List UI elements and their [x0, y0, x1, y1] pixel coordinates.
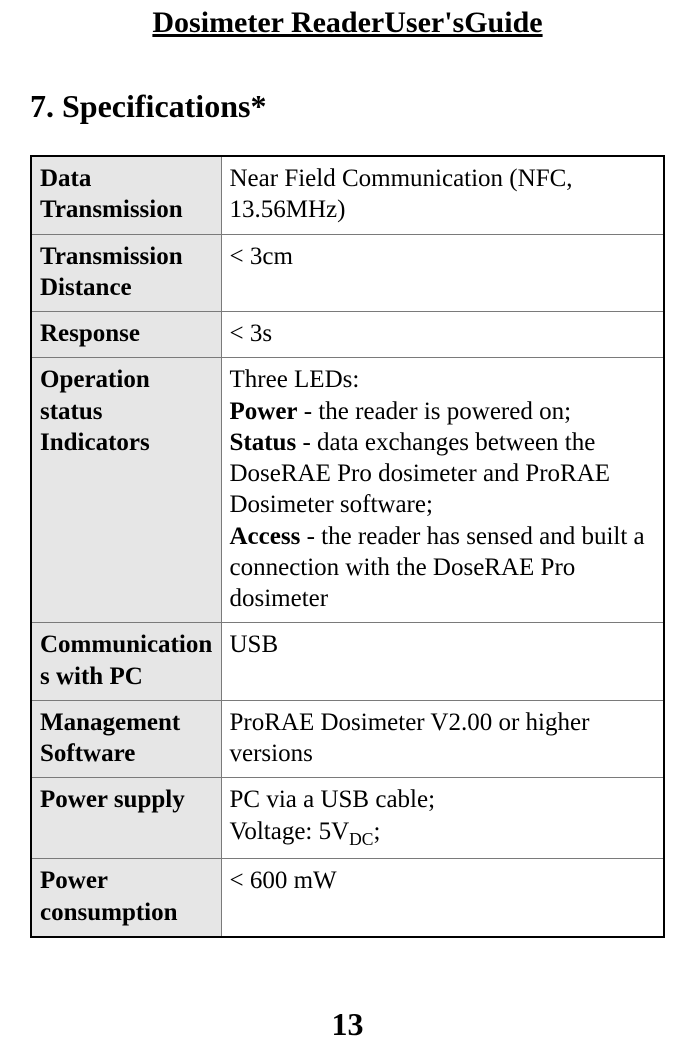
table-row: Communications with PCUSB — [31, 623, 664, 701]
spec-value: < 600 mW — [221, 859, 664, 937]
spec-label: Data Transmission — [31, 156, 221, 234]
spec-label: Response — [31, 312, 221, 358]
value-line: Power - the reader is powered on; — [230, 396, 656, 427]
spec-label: Management Software — [31, 700, 221, 778]
section-title: 7. Specifications* — [30, 88, 665, 125]
value-bold: Access — [230, 523, 301, 550]
spec-label: Transmission Distance — [31, 234, 221, 312]
value-line: Access - the reader has sensed and built… — [230, 521, 656, 615]
spec-value: ProRAE Dosimeter V2.00 or higher version… — [221, 700, 664, 778]
value-bold: Power — [230, 398, 298, 425]
value-intro: Three LEDs: — [230, 364, 656, 395]
value-line: Voltage: 5VDC; — [230, 816, 656, 851]
table-row: Transmission Distance< 3cm — [31, 234, 664, 312]
value-text: ; — [373, 818, 380, 845]
page-number: 13 — [0, 1006, 695, 1043]
page-header: Dosimeter ReaderUser'sGuide — [30, 0, 665, 60]
spec-label: Power consumption — [31, 859, 221, 937]
spec-label: Communications with PC — [31, 623, 221, 701]
specifications-table: Data TransmissionNear Field Communicatio… — [30, 155, 665, 938]
spec-value: Near Field Communication (NFC, 13.56MHz) — [221, 156, 664, 234]
value-text: Voltage: 5V — [230, 818, 350, 845]
spec-label: Operation status Indicators — [31, 358, 221, 623]
spec-value: Three LEDs:Power - the reader is powered… — [221, 358, 664, 623]
table-row: Management SoftwareProRAE Dosimeter V2.0… — [31, 700, 664, 778]
spec-value: < 3s — [221, 312, 664, 358]
table-row: Data TransmissionNear Field Communicatio… — [31, 156, 664, 234]
table-row: Response< 3s — [31, 312, 664, 358]
table-row: Power consumption< 600 mW — [31, 859, 664, 937]
spec-value: USB — [221, 623, 664, 701]
table-row: Power supplyPC via a USB cable;Voltage: … — [31, 778, 664, 859]
value-bold: Status — [230, 429, 297, 456]
value-subscript: DC — [349, 829, 373, 849]
value-text: - the reader is powered on; — [298, 398, 572, 425]
spec-value: PC via a USB cable;Voltage: 5VDC; — [221, 778, 664, 859]
value-line: PC via a USB cable; — [230, 784, 656, 815]
specifications-table-body: Data TransmissionNear Field Communicatio… — [31, 156, 664, 937]
value-line: Status - data exchanges between the Dose… — [230, 427, 656, 521]
spec-value: < 3cm — [221, 234, 664, 312]
spec-label: Power supply — [31, 778, 221, 859]
table-row: Operation status IndicatorsThree LEDs:Po… — [31, 358, 664, 623]
